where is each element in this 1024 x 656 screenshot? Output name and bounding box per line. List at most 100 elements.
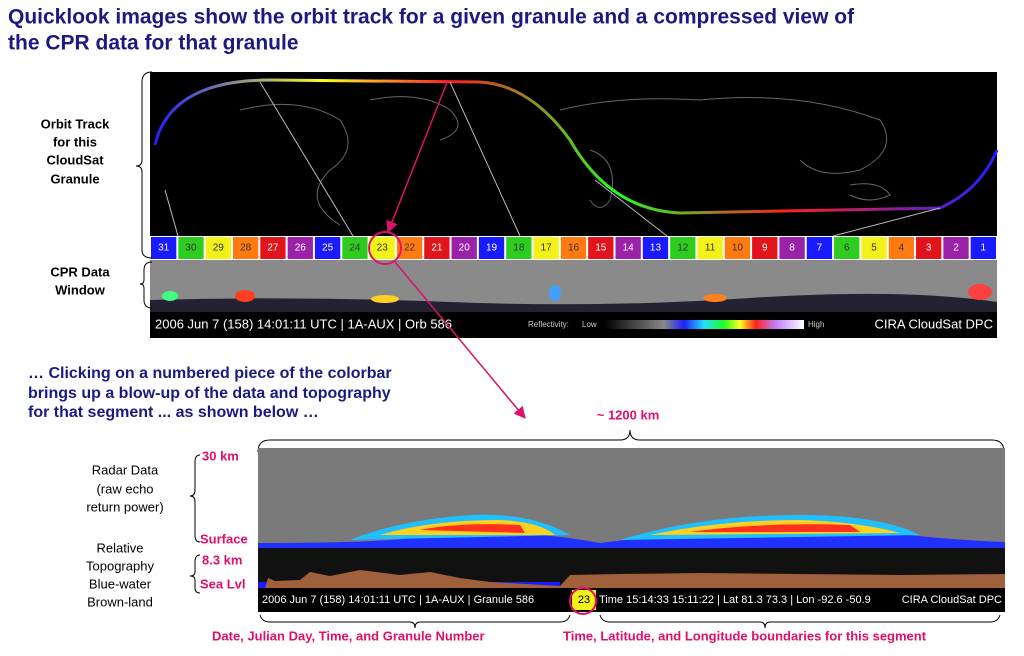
colorbar-segment[interactable]: 25	[314, 237, 341, 259]
segment-swatch[interactable]	[806, 237, 833, 259]
radar-echo	[350, 514, 920, 540]
colorbar-segment[interactable]: 5	[861, 237, 887, 259]
segment-label[interactable]: 12	[677, 243, 689, 254]
segment-label[interactable]: 3	[926, 243, 932, 254]
colorbar-segment[interactable]: 7	[806, 237, 833, 259]
colorbar-segment[interactable]: 13	[642, 237, 669, 259]
colorbar-segment[interactable]: 18	[506, 237, 532, 259]
segment-swatch[interactable]	[888, 237, 915, 259]
segment-label[interactable]: 16	[568, 243, 580, 254]
segment-label[interactable]: 28	[240, 243, 252, 254]
colorbar-segment[interactable]: 6	[834, 237, 860, 259]
segment-label[interactable]: 4	[899, 243, 905, 254]
segment-swatch[interactable]	[670, 237, 696, 259]
segment-label[interactable]: 26	[295, 243, 307, 254]
reflectivity-label: Reflectivity:	[528, 320, 569, 329]
colorbar-segment[interactable]: 2	[943, 237, 969, 259]
segment-swatch[interactable]	[178, 237, 204, 259]
segment-label[interactable]: 6	[844, 243, 850, 254]
segment-swatch[interactable]	[314, 237, 341, 259]
colorbar-segment[interactable]: 10	[724, 237, 751, 259]
segment-label[interactable]: 11	[705, 243, 716, 254]
colorbar-segment[interactable]: 20	[451, 237, 477, 259]
colorbar-segment[interactable]: 11	[697, 237, 723, 259]
colorbar-segment[interactable]: 15	[588, 237, 614, 259]
segment-label[interactable]: 31	[158, 243, 170, 254]
colorbar-segment[interactable]: 29	[205, 237, 231, 259]
segment-swatch[interactable]	[560, 237, 587, 259]
segment-label[interactable]: 22	[404, 243, 416, 254]
segment-label[interactable]: 10	[732, 243, 744, 254]
segment-swatch[interactable]	[424, 237, 450, 259]
segment-connectors	[164, 81, 941, 237]
segment-swatch[interactable]	[724, 237, 751, 259]
segment-label[interactable]: 7	[817, 243, 823, 254]
segment-label[interactable]: 13	[650, 243, 662, 254]
colorbar-segment[interactable]: 1	[970, 237, 996, 259]
segment-label[interactable]: 17	[541, 243, 553, 254]
segment-label[interactable]: 2	[953, 243, 959, 254]
colorbar-segment[interactable]: 8	[779, 237, 805, 259]
colorbar-segment[interactable]: 16	[560, 237, 587, 259]
segment-label[interactable]: 25	[322, 243, 334, 254]
segment-swatch[interactable]	[506, 237, 532, 259]
colorbar-segment[interactable]: 31	[151, 237, 177, 259]
colorbar-segment[interactable]: 9	[752, 237, 778, 259]
segment-swatch[interactable]	[779, 237, 805, 259]
segment-swatch[interactable]	[232, 237, 259, 259]
segment-label[interactable]: 30	[185, 243, 197, 254]
segment-swatch[interactable]	[752, 237, 778, 259]
segment-label[interactable]: 19	[486, 243, 498, 254]
segment-swatch[interactable]	[478, 237, 505, 259]
segment-label[interactable]: 9	[762, 243, 768, 254]
segment-label[interactable]: 8	[789, 243, 795, 254]
segment-swatch[interactable]	[697, 237, 723, 259]
segment-swatch[interactable]	[970, 237, 996, 259]
segment-label[interactable]: 21	[431, 243, 443, 254]
segment-swatch[interactable]	[916, 237, 942, 259]
segment-swatch[interactable]	[151, 237, 177, 259]
colorbar-segment[interactable]: 24	[342, 237, 368, 259]
colorbar-segment[interactable]: 26	[287, 237, 313, 259]
label: Window	[55, 282, 106, 297]
segment-swatch[interactable]	[943, 237, 969, 259]
segment-label[interactable]: 23	[377, 243, 389, 254]
segment-label[interactable]: 18	[513, 243, 525, 254]
segment-swatch[interactable]	[287, 237, 313, 259]
segment-swatch[interactable]	[861, 237, 887, 259]
segment-swatch[interactable]	[260, 237, 286, 259]
colorbar-segment[interactable]: 19	[478, 237, 505, 259]
brace	[259, 614, 571, 629]
segment-label[interactable]: 20	[459, 243, 471, 254]
colorbar-segment[interactable]: 21	[424, 237, 450, 259]
segment-swatch[interactable]	[615, 237, 641, 259]
colorbar-segment[interactable]: 14	[615, 237, 641, 259]
segment-label[interactable]: 5	[871, 243, 877, 254]
colorbar-segment[interactable]: 22	[396, 237, 423, 259]
title-line: Quicklook images show the orbit track fo…	[8, 6, 855, 29]
segment-swatch[interactable]	[342, 237, 368, 259]
colorbar-segment[interactable]: 23	[369, 237, 395, 259]
segment-swatch[interactable]	[451, 237, 477, 259]
colorbar-segment[interactable]: 27	[260, 237, 286, 259]
colorbar-segment[interactable]: 28	[232, 237, 259, 259]
segment-label[interactable]: 14	[623, 243, 635, 254]
arrow	[394, 261, 526, 419]
segment-label[interactable]: 24	[349, 243, 361, 254]
segment-swatch[interactable]	[834, 237, 860, 259]
colorbar-segment[interactable]: 12	[670, 237, 696, 259]
colorbar-segment[interactable]: 4	[888, 237, 915, 259]
colorbar-segment[interactable]: 3	[916, 237, 942, 259]
colorbar-segment[interactable]: 17	[533, 237, 559, 259]
segment-label[interactable]: 29	[213, 243, 225, 254]
segment-swatch[interactable]	[369, 237, 395, 259]
segment-swatch[interactable]	[588, 237, 614, 259]
segment-label[interactable]: 1	[981, 243, 987, 254]
segment-swatch[interactable]	[642, 237, 669, 259]
segment-label[interactable]: 15	[595, 243, 607, 254]
segment-label[interactable]: 27	[267, 243, 279, 254]
colorbar-segment[interactable]: 30	[178, 237, 204, 259]
segment-swatch[interactable]	[533, 237, 559, 259]
segment-swatch[interactable]	[205, 237, 231, 259]
segment-swatch[interactable]	[396, 237, 423, 259]
